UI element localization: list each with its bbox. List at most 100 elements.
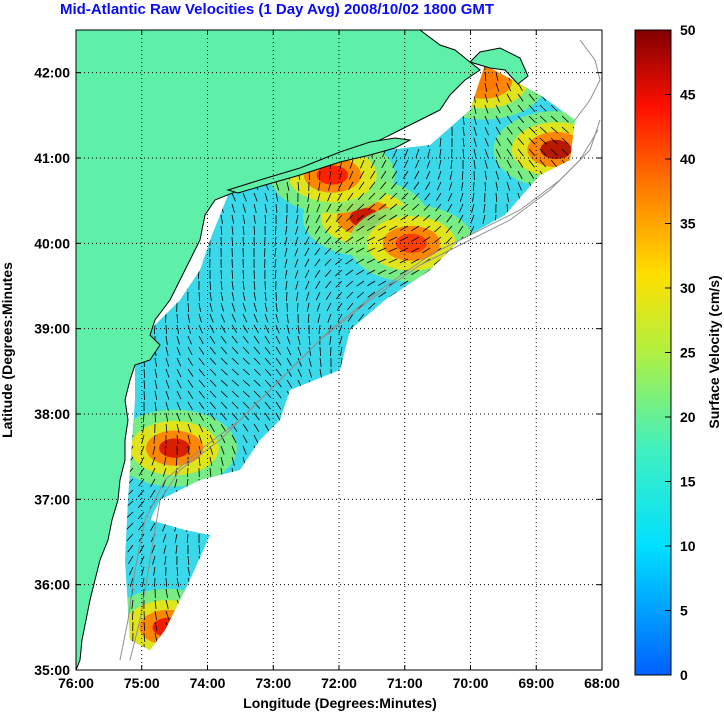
velocity-vector xyxy=(176,390,182,400)
velocity-vector xyxy=(295,214,299,224)
velocity-vector xyxy=(412,192,420,201)
velocity-vector xyxy=(336,302,343,311)
x-tick-label: 74:00 xyxy=(190,675,226,691)
velocity-vector xyxy=(495,148,501,158)
velocity-vector xyxy=(324,236,332,244)
velocity-vector xyxy=(447,203,453,212)
velocity-vector xyxy=(154,412,156,423)
velocity-vector xyxy=(253,203,257,213)
velocity-vector xyxy=(165,577,168,588)
velocity-vector xyxy=(242,445,247,455)
velocity-vector xyxy=(142,588,145,598)
velocity-vector xyxy=(422,247,431,254)
velocity-vector xyxy=(143,412,145,423)
velocity-vector xyxy=(126,533,134,542)
velocity-vector xyxy=(319,170,321,181)
velocity-vector xyxy=(339,335,343,345)
velocity-vector xyxy=(231,214,235,224)
velocity-vector xyxy=(317,313,321,323)
velocity-vector xyxy=(176,379,182,389)
velocity-vector xyxy=(264,214,267,224)
velocity-vector xyxy=(469,225,475,235)
y-tick-label: 37:00 xyxy=(34,491,70,507)
velocity-vector xyxy=(284,258,288,268)
velocity-vector xyxy=(187,401,193,411)
velocity-vector xyxy=(165,368,170,378)
velocity-vector xyxy=(539,137,547,145)
velocity-vector xyxy=(220,225,223,235)
velocity-vector xyxy=(186,467,189,478)
velocity-vector xyxy=(506,115,513,124)
velocity-vector xyxy=(154,357,157,367)
velocity-vector xyxy=(294,236,299,246)
velocity-vector xyxy=(137,489,145,498)
velocity-vector xyxy=(242,346,250,354)
velocity-vector xyxy=(314,258,321,267)
velocity-vector xyxy=(209,467,212,477)
velocity-vector xyxy=(128,555,134,564)
velocity-vector xyxy=(242,280,245,290)
velocity-vector xyxy=(187,357,194,366)
velocity-vector xyxy=(165,401,169,411)
velocity-vector xyxy=(325,225,332,234)
velocity-vector xyxy=(319,368,322,378)
velocity-vector xyxy=(209,434,214,444)
velocity-vector xyxy=(187,313,191,323)
velocity-vector xyxy=(433,258,442,265)
velocity-vector xyxy=(517,148,524,157)
velocity-vector xyxy=(345,269,354,276)
velocity-vector xyxy=(151,456,156,466)
velocity-vector xyxy=(274,247,277,257)
velocity-vector xyxy=(231,225,234,235)
velocity-vector xyxy=(315,291,321,301)
velocity-vector xyxy=(129,577,134,587)
velocity-vector xyxy=(176,434,179,444)
velocity-vector xyxy=(209,423,215,433)
velocity-vector xyxy=(462,137,465,147)
velocity-vector xyxy=(550,115,558,123)
velocity-vector xyxy=(275,368,282,377)
colorbar-tick-label: 0 xyxy=(680,667,688,683)
velocity-vector xyxy=(275,401,282,410)
velocity-vector xyxy=(388,258,398,264)
velocity-vector xyxy=(473,104,477,114)
velocity-vector xyxy=(231,335,238,344)
velocity-vector xyxy=(220,302,225,312)
velocity-vector xyxy=(187,390,194,399)
velocity-vector xyxy=(517,159,524,168)
velocity-vector xyxy=(367,280,376,287)
colorbar-tick-label: 5 xyxy=(680,603,688,619)
velocity-vector xyxy=(391,170,398,179)
velocity-vector xyxy=(329,335,332,345)
velocity-vector xyxy=(506,82,512,92)
velocity-vector xyxy=(318,324,321,334)
velocity-vector xyxy=(422,225,431,232)
velocity-vector xyxy=(528,137,536,145)
velocity-vector xyxy=(253,335,260,344)
velocity-vector xyxy=(209,390,217,398)
velocity-vector xyxy=(399,258,409,264)
velocity-vector xyxy=(484,104,489,114)
velocity-vector xyxy=(141,577,145,587)
velocity-vector xyxy=(462,126,465,136)
velocity-vector xyxy=(154,610,158,620)
velocity-vector xyxy=(231,456,235,466)
velocity-vector xyxy=(460,181,464,191)
colorbar-tick-label: 15 xyxy=(680,474,696,490)
velocity-vector xyxy=(345,258,354,265)
velocity-vector xyxy=(346,203,354,211)
velocity-vector xyxy=(285,214,288,224)
velocity-vector xyxy=(264,379,272,387)
velocity-vector xyxy=(484,115,489,125)
x-tick-label: 75:00 xyxy=(124,675,160,691)
velocity-vector xyxy=(286,313,289,323)
velocity-vector xyxy=(355,258,365,264)
velocity-vector xyxy=(337,313,343,323)
velocity-vector xyxy=(152,555,156,565)
velocity-vector xyxy=(355,247,365,253)
velocity-vector xyxy=(506,159,512,169)
velocity-vector xyxy=(275,225,277,236)
velocity-vector xyxy=(392,159,398,169)
velocity-vector xyxy=(506,126,513,135)
velocity-vector xyxy=(308,335,311,345)
